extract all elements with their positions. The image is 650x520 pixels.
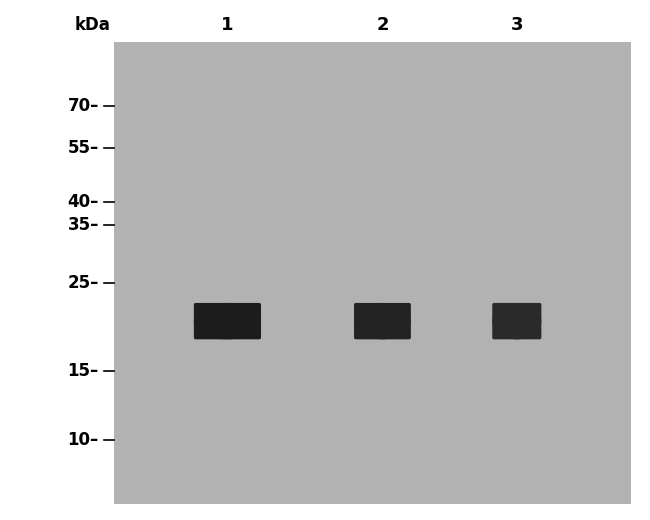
FancyBboxPatch shape [492, 303, 541, 340]
Ellipse shape [194, 303, 261, 340]
Text: 35–: 35– [68, 216, 99, 234]
Text: 70–: 70– [68, 97, 99, 115]
Text: 1: 1 [221, 16, 234, 34]
Text: 2: 2 [376, 16, 389, 34]
Text: 10–: 10– [68, 431, 99, 449]
Ellipse shape [492, 303, 541, 340]
Ellipse shape [354, 303, 411, 340]
Bar [114, 42, 630, 504]
Text: 15–: 15– [68, 361, 99, 380]
Text: 25–: 25– [68, 274, 99, 292]
Text: 3: 3 [510, 16, 523, 34]
FancyBboxPatch shape [194, 303, 261, 340]
FancyBboxPatch shape [354, 303, 411, 340]
Text: 40–: 40– [68, 193, 99, 211]
Text: kDa: kDa [75, 16, 110, 34]
Text: 55–: 55– [68, 138, 99, 157]
